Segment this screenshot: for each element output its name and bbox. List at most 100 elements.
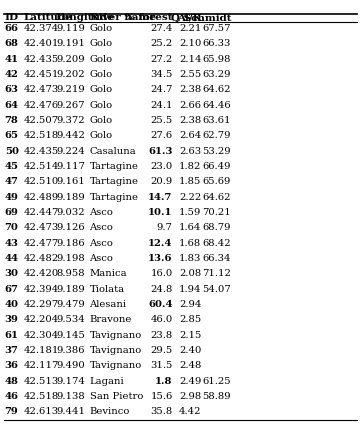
Text: 9.126: 9.126 bbox=[56, 223, 84, 232]
Text: 65.98: 65.98 bbox=[203, 55, 231, 64]
Text: 10.1: 10.1 bbox=[148, 208, 173, 217]
Text: Tartagine: Tartagine bbox=[90, 193, 139, 202]
Text: Alesani: Alesani bbox=[90, 300, 127, 309]
Text: 34.5: 34.5 bbox=[150, 70, 173, 79]
Text: 39: 39 bbox=[5, 315, 18, 324]
Text: 9.490: 9.490 bbox=[56, 361, 85, 370]
Text: 60.4: 60.4 bbox=[148, 300, 173, 309]
Text: 30: 30 bbox=[5, 269, 19, 278]
Text: 46.0: 46.0 bbox=[150, 315, 173, 324]
Text: 25.5: 25.5 bbox=[150, 116, 173, 125]
Text: River name: River name bbox=[90, 13, 156, 23]
Text: 2.55: 2.55 bbox=[179, 70, 201, 79]
Text: 31.5: 31.5 bbox=[150, 361, 173, 370]
Text: 63.61: 63.61 bbox=[203, 116, 231, 125]
Text: Golo: Golo bbox=[90, 101, 113, 110]
Text: 42.513: 42.513 bbox=[23, 377, 59, 386]
Text: Bevinco: Bevinco bbox=[90, 407, 130, 416]
Text: 1.85: 1.85 bbox=[179, 177, 201, 187]
Text: 9.7: 9.7 bbox=[157, 223, 173, 232]
Text: Latitude: Latitude bbox=[23, 13, 72, 23]
Text: 1.82: 1.82 bbox=[179, 162, 201, 171]
Text: 9.224: 9.224 bbox=[56, 147, 85, 156]
Text: 2.85: 2.85 bbox=[179, 315, 201, 324]
Text: 27.2: 27.2 bbox=[150, 55, 173, 64]
Text: 2.14: 2.14 bbox=[179, 55, 201, 64]
Text: Golo: Golo bbox=[90, 116, 113, 125]
Text: 66.33: 66.33 bbox=[203, 39, 231, 48]
Text: 2.66: 2.66 bbox=[179, 101, 201, 110]
Text: 48: 48 bbox=[5, 377, 18, 386]
Text: 9.442: 9.442 bbox=[56, 131, 85, 140]
Text: 9.441: 9.441 bbox=[56, 407, 85, 416]
Text: 37: 37 bbox=[5, 346, 18, 355]
Text: 42.473: 42.473 bbox=[23, 223, 59, 232]
Text: Golo: Golo bbox=[90, 55, 113, 64]
Text: Golo: Golo bbox=[90, 39, 113, 48]
Text: 67: 67 bbox=[5, 285, 18, 294]
Text: 42.507: 42.507 bbox=[23, 116, 58, 125]
Text: 24.8: 24.8 bbox=[150, 285, 173, 294]
Text: 14.7: 14.7 bbox=[148, 193, 173, 202]
Text: San Pietro: San Pietro bbox=[90, 392, 143, 401]
Text: 23.8: 23.8 bbox=[150, 330, 173, 340]
Text: Asco: Asco bbox=[90, 208, 113, 217]
Text: 42.394: 42.394 bbox=[23, 285, 59, 294]
Text: 64.46: 64.46 bbox=[203, 101, 231, 110]
Text: 68.79: 68.79 bbox=[203, 223, 231, 232]
Text: 9.479: 9.479 bbox=[56, 300, 85, 309]
Text: 42.476: 42.476 bbox=[23, 101, 58, 110]
Text: 20.9: 20.9 bbox=[150, 177, 173, 187]
Text: 42.447: 42.447 bbox=[23, 208, 59, 217]
Text: 61: 61 bbox=[5, 330, 19, 340]
Text: 27.6: 27.6 bbox=[151, 131, 173, 140]
Text: Lagani: Lagani bbox=[90, 377, 124, 386]
Text: 71.12: 71.12 bbox=[202, 269, 231, 278]
Text: 42.518: 42.518 bbox=[23, 131, 59, 140]
Text: 1.64: 1.64 bbox=[179, 223, 201, 232]
Text: 45: 45 bbox=[5, 162, 19, 171]
Text: 68.42: 68.42 bbox=[203, 239, 231, 248]
Text: 64.62: 64.62 bbox=[203, 193, 231, 202]
Text: 25.2: 25.2 bbox=[150, 39, 173, 48]
Text: 66: 66 bbox=[5, 24, 19, 33]
Text: 58.89: 58.89 bbox=[203, 392, 231, 401]
Text: 66.34: 66.34 bbox=[203, 254, 231, 263]
Text: 2.94: 2.94 bbox=[179, 300, 201, 309]
Text: 42.435: 42.435 bbox=[23, 147, 59, 156]
Text: ID: ID bbox=[5, 13, 19, 23]
Text: 49: 49 bbox=[5, 193, 18, 202]
Text: 42: 42 bbox=[5, 70, 18, 79]
Text: 2.08: 2.08 bbox=[179, 269, 201, 278]
Text: 42.514: 42.514 bbox=[23, 162, 59, 171]
Text: Bravone: Bravone bbox=[90, 315, 132, 324]
Text: 8.958: 8.958 bbox=[56, 269, 84, 278]
Text: 61.25: 61.25 bbox=[203, 377, 231, 386]
Text: 66.49: 66.49 bbox=[203, 162, 231, 171]
Text: 62.79: 62.79 bbox=[203, 131, 231, 140]
Text: 9.386: 9.386 bbox=[56, 346, 84, 355]
Text: 1.94: 1.94 bbox=[179, 285, 201, 294]
Text: 54.07: 54.07 bbox=[202, 285, 231, 294]
Text: 9.119: 9.119 bbox=[56, 24, 85, 33]
Text: 47: 47 bbox=[5, 177, 18, 187]
Text: 44: 44 bbox=[5, 254, 19, 263]
Text: 9.267: 9.267 bbox=[56, 101, 84, 110]
Text: 2.48: 2.48 bbox=[179, 361, 201, 370]
Text: 50: 50 bbox=[5, 147, 19, 156]
Text: Tartagine: Tartagine bbox=[90, 162, 139, 171]
Text: Asco: Asco bbox=[90, 239, 113, 248]
Text: 42.477: 42.477 bbox=[23, 239, 59, 248]
Text: 27.4: 27.4 bbox=[150, 24, 173, 33]
Text: 42.489: 42.489 bbox=[23, 193, 59, 202]
Text: 1.83: 1.83 bbox=[179, 254, 201, 263]
Text: 64: 64 bbox=[5, 101, 19, 110]
Text: 9.372: 9.372 bbox=[56, 116, 84, 125]
Text: Golo: Golo bbox=[90, 131, 113, 140]
Text: 42.451: 42.451 bbox=[23, 70, 59, 79]
Text: 42.435: 42.435 bbox=[23, 55, 59, 64]
Text: 67.57: 67.57 bbox=[203, 24, 231, 33]
Text: 68: 68 bbox=[5, 39, 18, 48]
Text: 9.117: 9.117 bbox=[56, 162, 85, 171]
Text: 9.209: 9.209 bbox=[56, 55, 84, 64]
